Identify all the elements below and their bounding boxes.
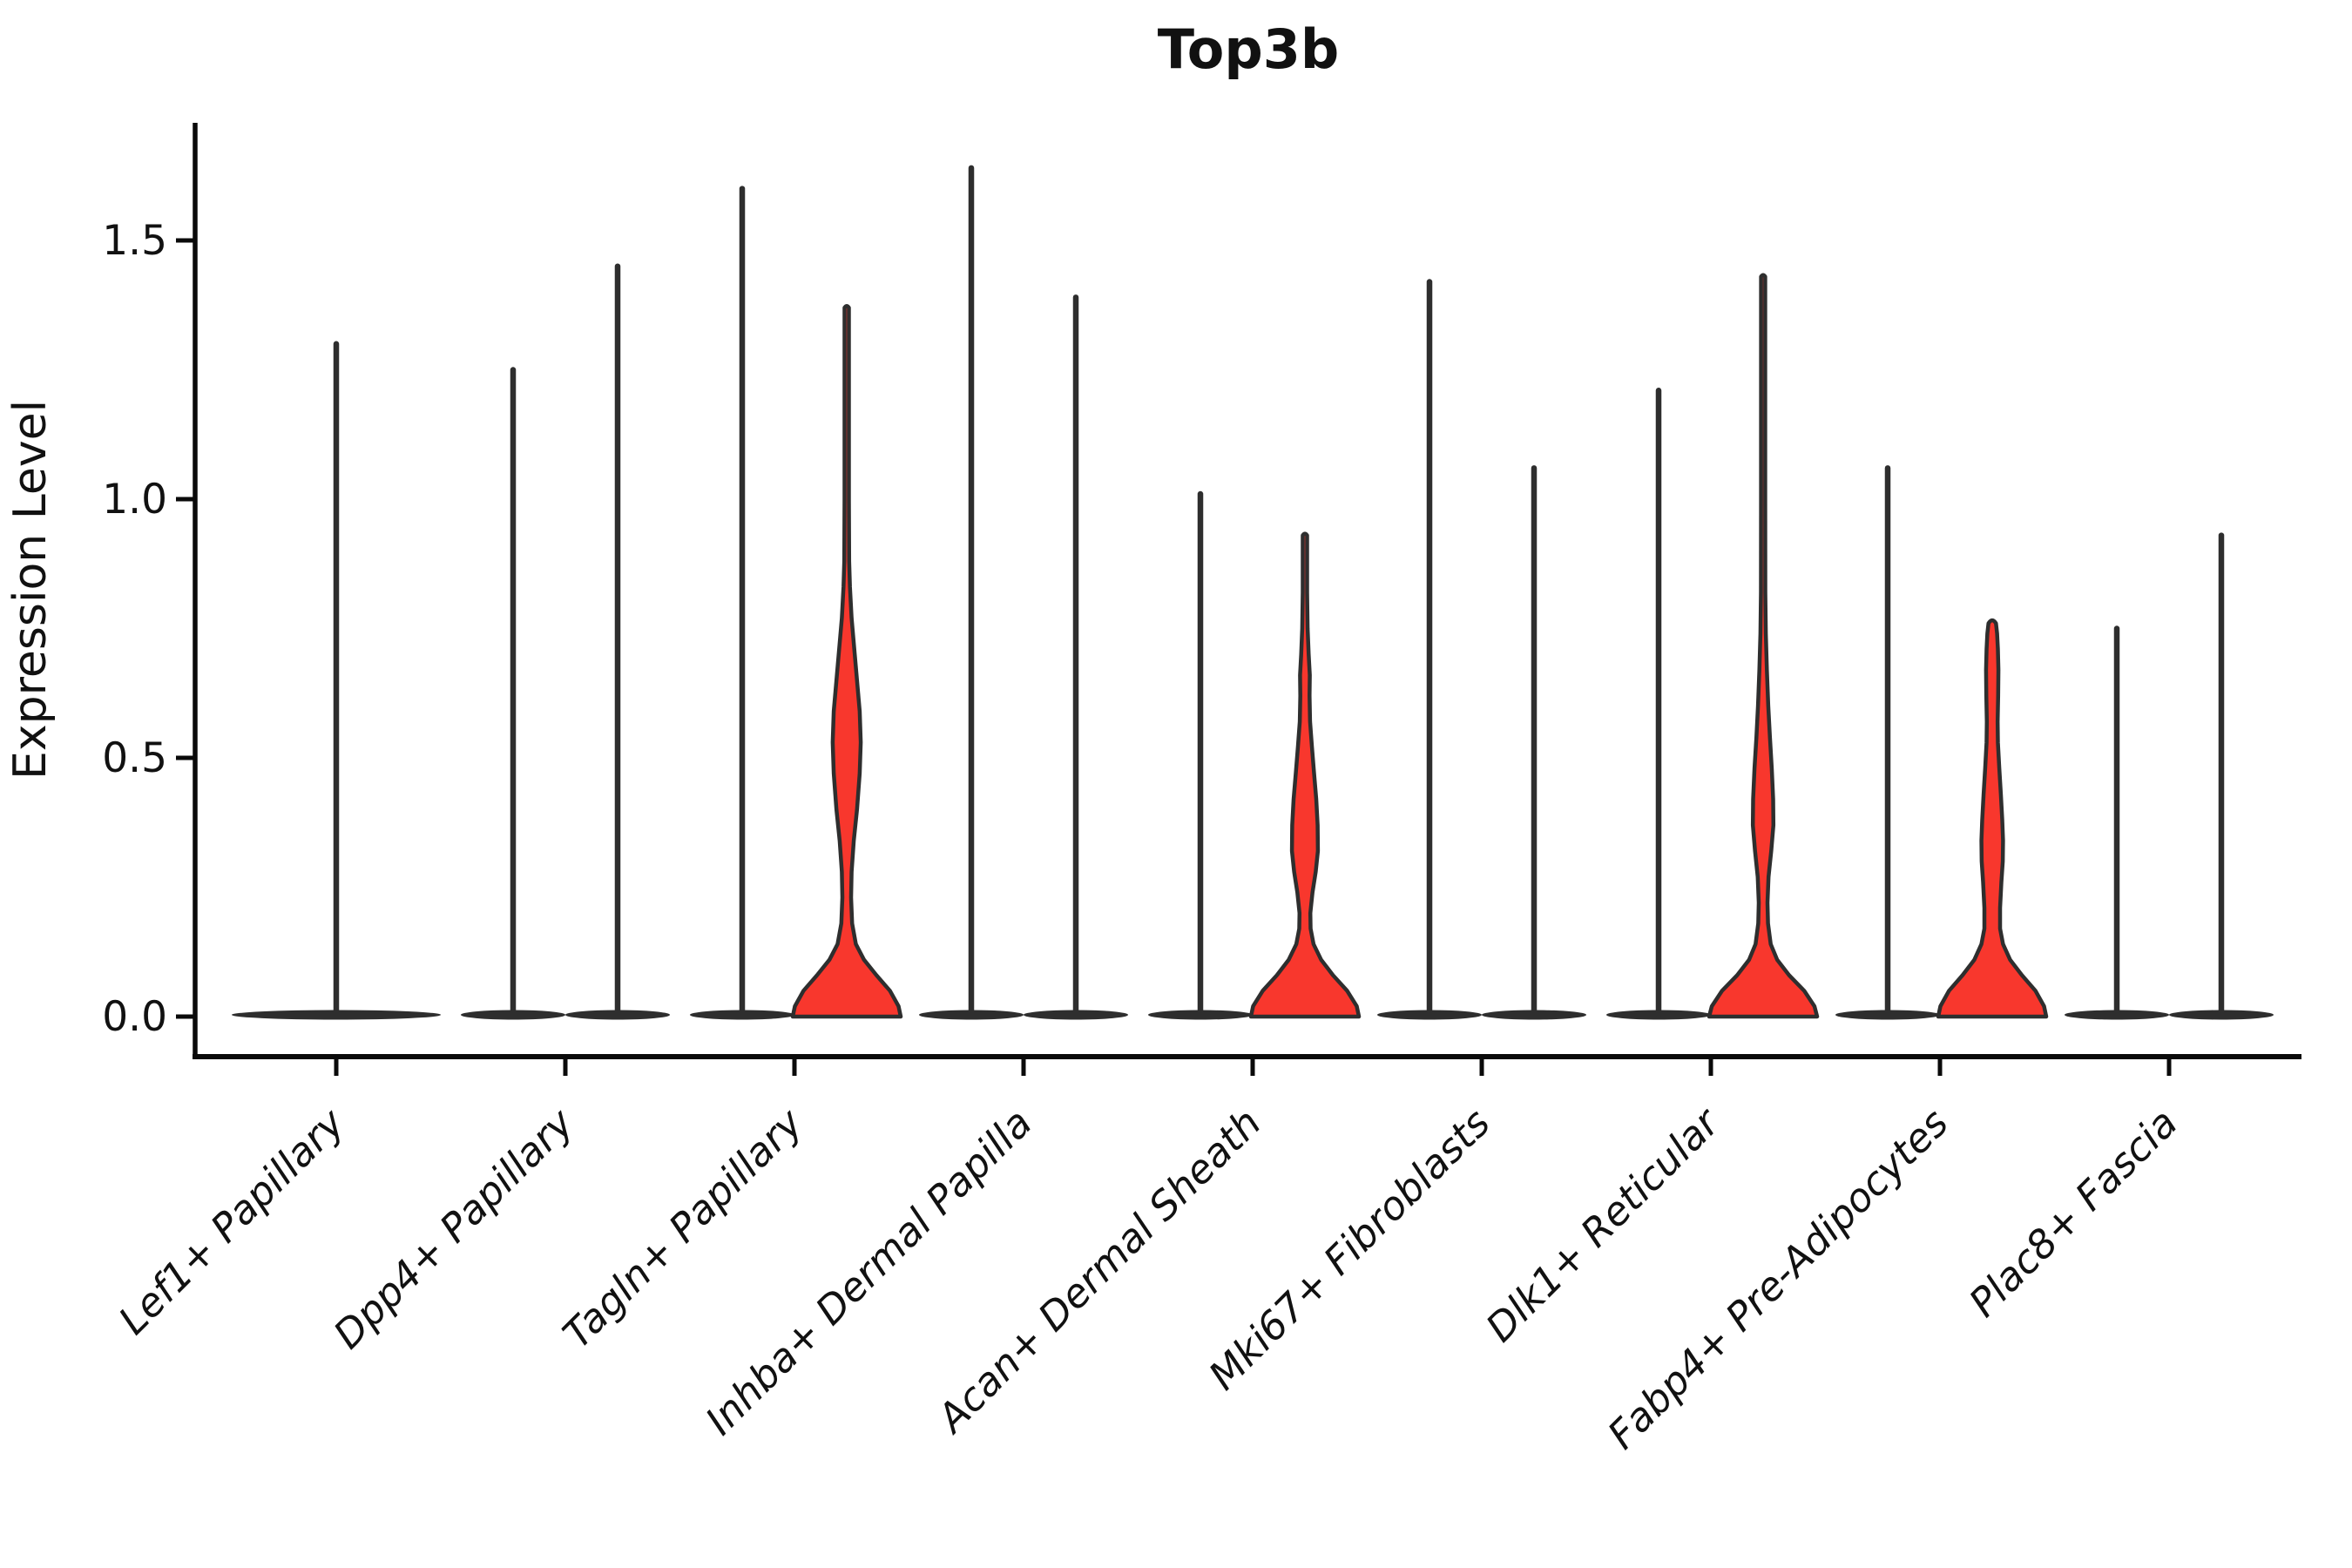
x-tick-label: Lef1+ Papillary — [110, 1098, 355, 1343]
violin-shape — [1248, 531, 1362, 1019]
violin-shape — [1936, 618, 2049, 1019]
y-tick-label: 1.5 — [102, 217, 167, 265]
x-tick-label: Dlk1+ Reticular — [1477, 1098, 1729, 1351]
x-tick-label: Tagln+ Papillary — [554, 1098, 813, 1357]
violin-shape — [1707, 273, 1820, 1019]
y-tick-label: 0.5 — [102, 734, 167, 782]
y-tick-label: 0.0 — [102, 993, 167, 1041]
violin-shape — [790, 304, 903, 1019]
x-tick-label: Dpp4+ Papillary — [325, 1098, 584, 1357]
y-axis-label: Expression Level — [4, 400, 57, 780]
x-tick-label: Plac8+ Fascia — [1960, 1099, 2186, 1326]
chart-title: Top3b — [1158, 17, 1340, 81]
y-tick-label: 1.0 — [102, 476, 167, 524]
